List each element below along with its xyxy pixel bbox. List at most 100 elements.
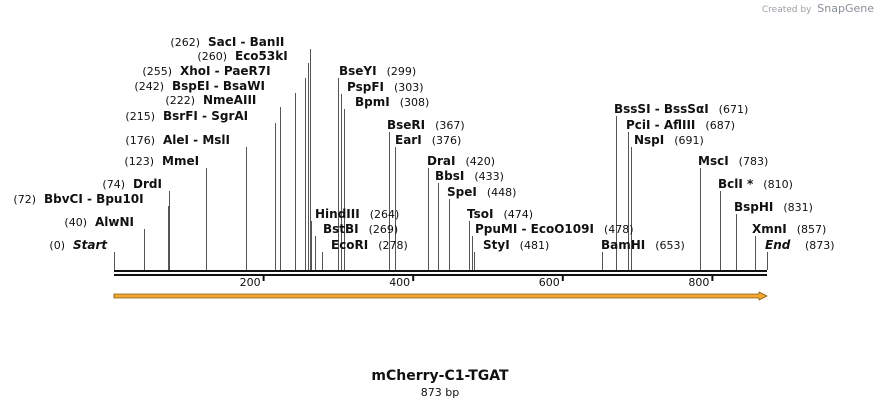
site-label[interactable]: (40) AlwNI	[64, 215, 134, 229]
site-label[interactable]: BseRI (367)	[387, 118, 465, 132]
site-name: XmnI	[752, 222, 787, 236]
site-position: (478)	[604, 223, 634, 236]
site-label[interactable]: (260) Eco53kI	[197, 49, 287, 63]
site-label[interactable]: EcoRI (278)	[331, 238, 408, 252]
site-label[interactable]: NspI (691)	[634, 133, 704, 147]
site-lines	[114, 49, 768, 270]
site-name: BamHI	[601, 238, 645, 252]
site-label[interactable]: (0) Start	[49, 238, 108, 252]
site-position: (367)	[435, 119, 465, 132]
site-label[interactable]: PciI - AflIII (687)	[626, 118, 735, 132]
site-name: BspHI	[734, 200, 773, 214]
site-label[interactable]: XmnI (857)	[752, 222, 826, 236]
site-name: Start	[73, 238, 108, 252]
snapgene-watermark: Created by SnapGene	[762, 2, 874, 15]
site-name: EcoRI	[331, 238, 368, 252]
site-position: (262)	[170, 36, 200, 49]
site-position: (176)	[125, 134, 155, 147]
site-position: (474)	[503, 208, 533, 221]
site-label[interactable]: SpeI (448)	[447, 185, 516, 199]
site-position: (810)	[763, 178, 793, 191]
site-label[interactable]: BstBI (269)	[323, 222, 398, 236]
site-name: SpeI	[447, 185, 477, 199]
site-name: BbsI	[435, 169, 464, 183]
site-position: (299)	[387, 65, 417, 78]
site-position: (448)	[487, 186, 517, 199]
site-label[interactable]: BbsI (433)	[435, 169, 504, 183]
site-name: DrdI	[133, 177, 162, 191]
site-label[interactable]: (72) BbvCI - Bpu10I	[13, 192, 143, 206]
site-name: TsoI	[467, 207, 493, 221]
site-name: XhoI - PaeR7I	[180, 64, 271, 78]
site-name: AlwNI	[95, 215, 134, 229]
site-label[interactable]: (176) AleI - MslI	[125, 133, 230, 147]
site-label[interactable]: DraI (420)	[427, 154, 495, 168]
site-position: (653)	[655, 239, 685, 252]
site-name: End	[765, 238, 791, 252]
site-label[interactable]: (74) DrdI	[102, 177, 162, 191]
site-label[interactable]: (123) MmeI	[124, 154, 199, 168]
site-position: (242)	[134, 80, 164, 93]
site-position: (222)	[165, 94, 195, 107]
site-label[interactable]: BclI * (810)	[718, 177, 793, 191]
site-label[interactable]: (215) BsrFI - SgrAI	[125, 109, 248, 123]
site-label[interactable]: StyI (481)	[483, 238, 549, 252]
site-position: (255)	[142, 65, 172, 78]
site-name: BstBI	[323, 222, 359, 236]
site-name: StyI	[483, 238, 510, 252]
site-position: (74)	[102, 178, 125, 191]
site-position: (691)	[674, 134, 704, 147]
site-name: BssSI - BssSαI	[614, 102, 709, 116]
site-position: (278)	[378, 239, 408, 252]
site-position: (873)	[805, 239, 835, 252]
site-label[interactable]: BamHI (653)	[601, 238, 685, 252]
site-position: (376)	[432, 134, 462, 147]
site-name: EarI	[395, 133, 422, 147]
orange-feature-arrow	[113, 291, 768, 301]
site-label[interactable]: (262) SacI - BanII	[170, 35, 284, 49]
site-label[interactable]: EarI (376)	[395, 133, 461, 147]
axis-tick-label: 800	[688, 276, 709, 289]
axis-tick-label: 400	[389, 276, 410, 289]
site-label[interactable]: (255) XhoI - PaeR7I	[142, 64, 270, 78]
site-position: (123)	[124, 155, 154, 168]
site-name: MscI	[698, 154, 729, 168]
map-title: mCherry-C1-TGAT	[371, 368, 509, 384]
site-position: (260)	[197, 50, 227, 63]
site-position: (481)	[520, 239, 550, 252]
site-position: (857)	[797, 223, 827, 236]
site-name: NspI	[634, 133, 664, 147]
axis-tick-label: 600	[539, 276, 560, 289]
site-name: BspEI - BsaWI	[172, 79, 265, 93]
site-name: BseYI	[339, 64, 377, 78]
site-label[interactable]: HindIII (264)	[315, 207, 399, 221]
site-label[interactable]: BspHI (831)	[734, 200, 813, 214]
site-name: NmeAIII	[203, 93, 256, 107]
site-position: (40)	[64, 216, 87, 229]
site-name: BpmI	[355, 95, 390, 109]
snapgene-logo-icon: SnapGene	[817, 2, 874, 15]
map-length: 873 bp	[420, 386, 460, 399]
site-label[interactable]: (242) BspEI - BsaWI	[134, 79, 265, 93]
site-label[interactable]: PpuMI - EcoO109I (478)	[475, 222, 634, 236]
site-name: MmeI	[162, 154, 199, 168]
site-label[interactable]: TsoI (474)	[467, 207, 533, 221]
site-label[interactable]: PspFI (303)	[347, 80, 424, 94]
dna-backbone: 200 400 600 800	[114, 270, 767, 289]
site-position: (215)	[125, 110, 155, 123]
site-name: BsrFI - SgrAI	[163, 109, 248, 123]
site-position: (671)	[719, 103, 749, 116]
axis-tick-label: 200	[240, 276, 261, 289]
site-label[interactable]: MscI (783)	[698, 154, 768, 168]
site-position: (264)	[370, 208, 400, 221]
site-position: (0)	[49, 239, 65, 252]
site-label[interactable]: BseYI (299)	[339, 64, 416, 78]
site-name: BseRI	[387, 118, 425, 132]
site-name: PciI - AflIII	[626, 118, 695, 132]
site-label[interactable]: BssSI - BssSαI (671)	[614, 102, 748, 116]
site-label[interactable]: (222) NmeAIII	[165, 93, 256, 107]
site-label[interactable]: End (873)	[765, 238, 835, 252]
site-label[interactable]: BpmI (308)	[355, 95, 429, 109]
site-name: SacI - BanII	[208, 35, 284, 49]
